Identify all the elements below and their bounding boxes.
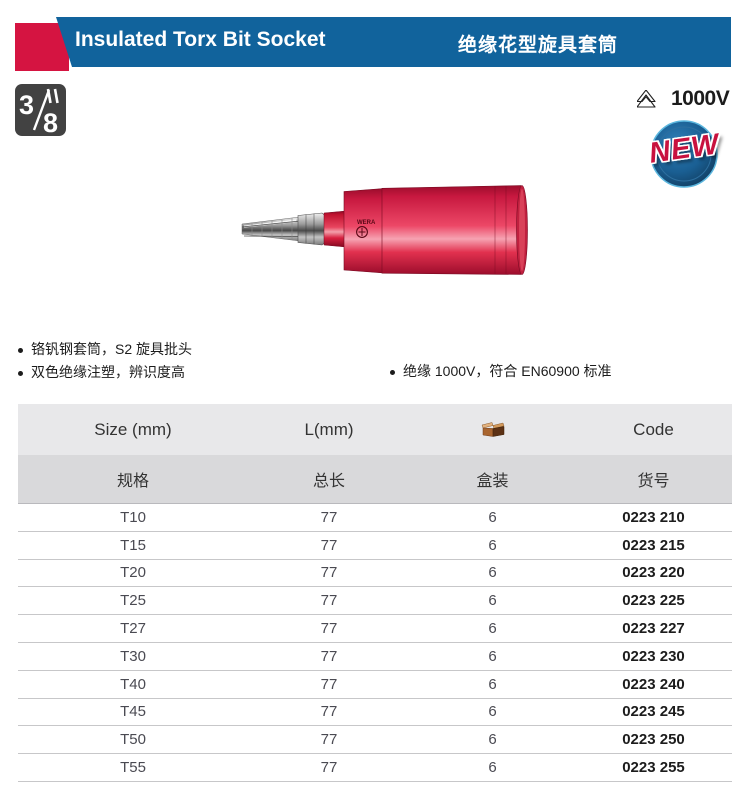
- svg-text:WERA: WERA: [357, 220, 376, 226]
